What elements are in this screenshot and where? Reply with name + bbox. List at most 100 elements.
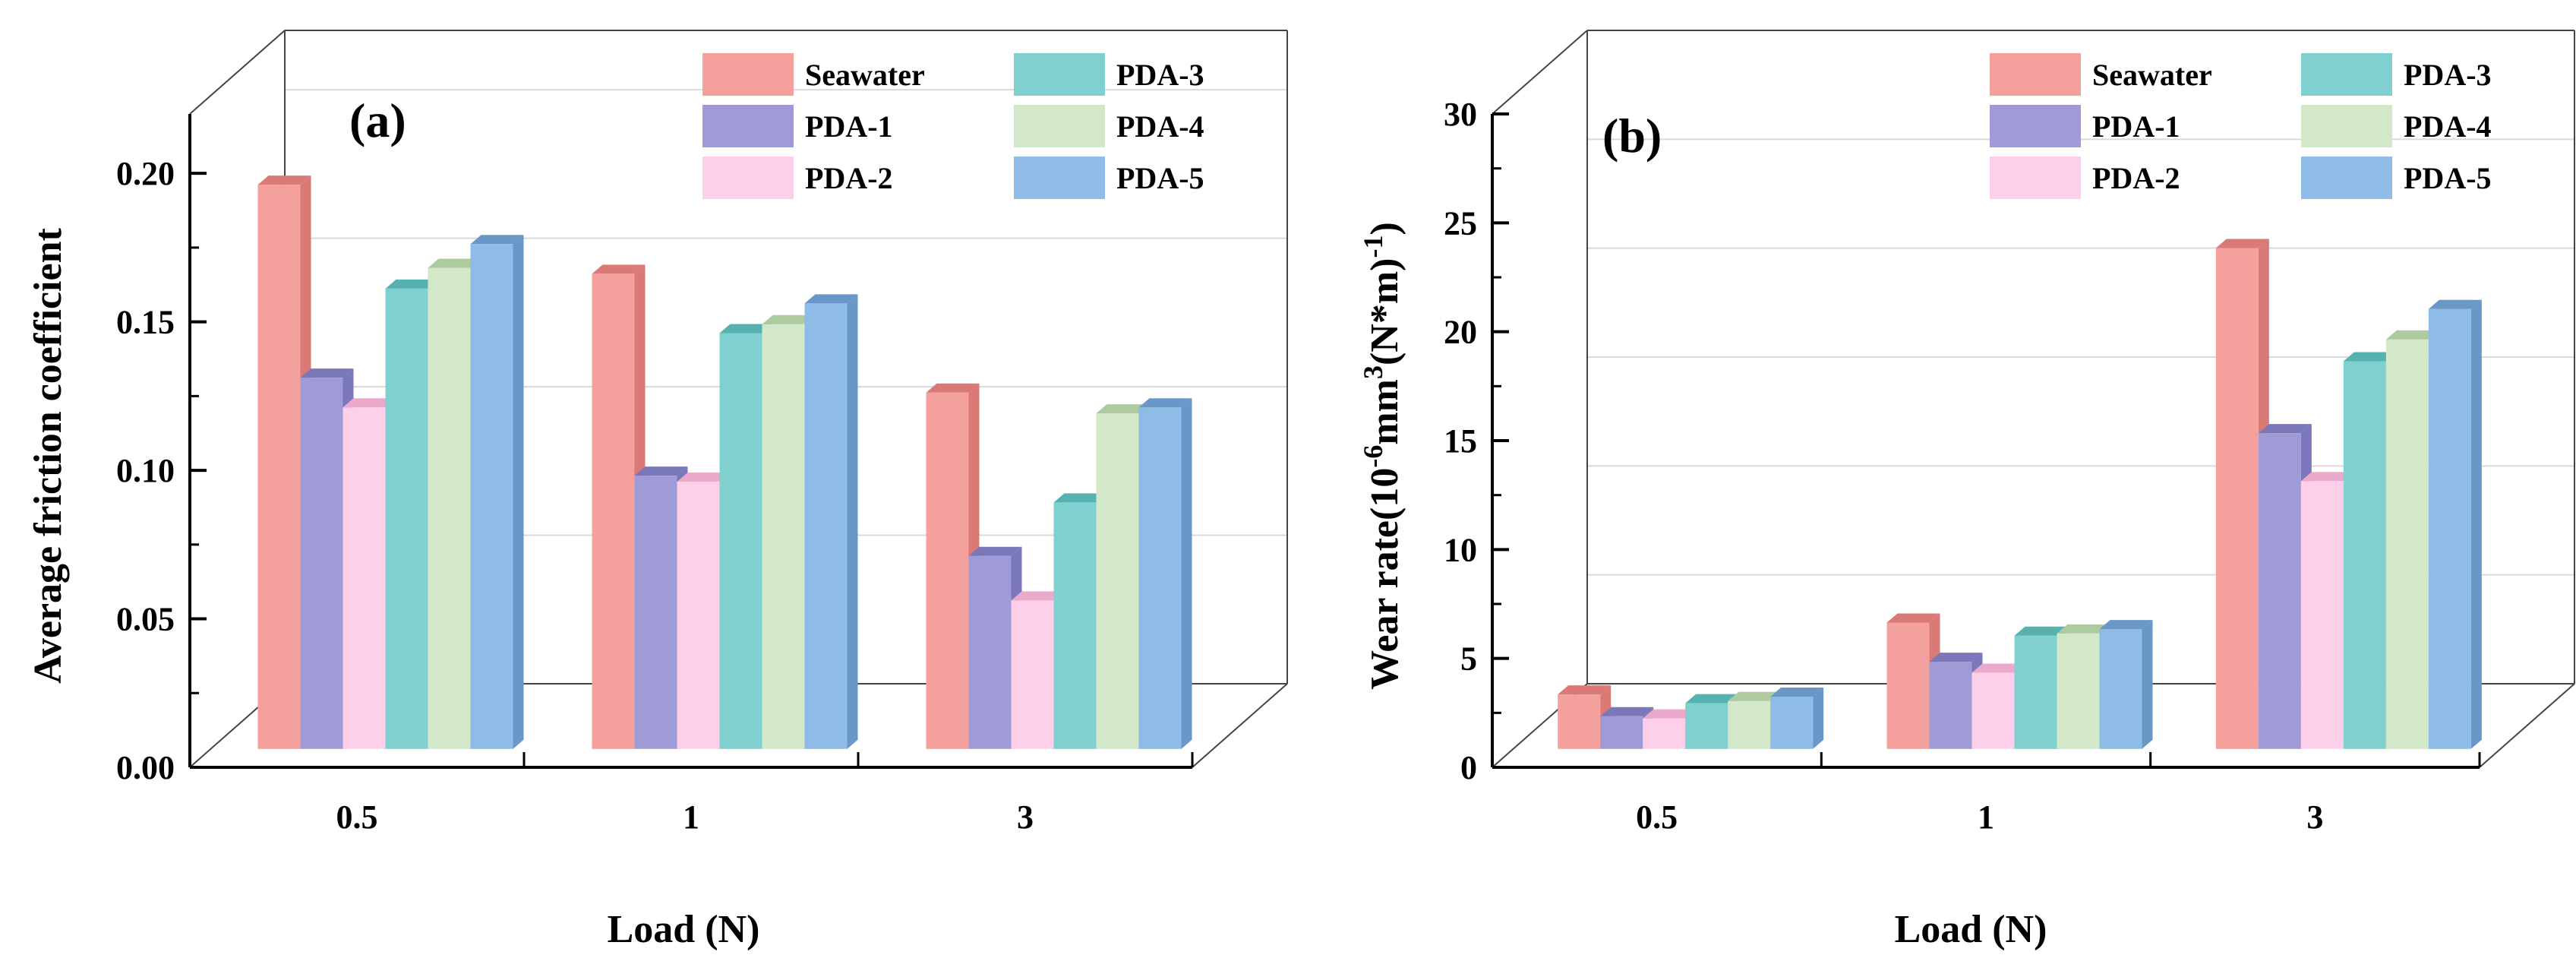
panel-a-label: (a) bbox=[349, 93, 406, 147]
bar-pda-1 bbox=[968, 555, 1012, 749]
x-tick-label: 3 bbox=[2306, 798, 2323, 836]
bar-seawater bbox=[1886, 622, 1930, 749]
depth-bottom-right bbox=[2479, 683, 2575, 768]
panel-b-x-axis-title: Load (N) bbox=[1895, 908, 2047, 951]
panel-b-y-title-sup-1: -6 bbox=[1358, 445, 1388, 468]
y-tick-label: 30 bbox=[1444, 96, 1477, 133]
bar-side-pda-5 bbox=[2470, 299, 2482, 749]
bar-pda-1 bbox=[1929, 662, 1972, 749]
y-tick-label: 20 bbox=[1444, 314, 1477, 351]
bar-top-pda-4 bbox=[1728, 691, 1782, 701]
legend-swatch-seawater bbox=[702, 53, 794, 96]
bar-top-seawater bbox=[926, 383, 980, 393]
bar-pda-1 bbox=[1600, 716, 1643, 749]
bar-top-pda-2 bbox=[343, 398, 396, 408]
x-tick-label: 3 bbox=[1017, 798, 1034, 836]
bar-top-pda-1 bbox=[300, 368, 354, 378]
legend-label: PDA-5 bbox=[1116, 161, 1204, 195]
bar-pda-4 bbox=[1728, 700, 1771, 749]
bar-pda-2 bbox=[2300, 481, 2344, 749]
bar-top-seawater bbox=[257, 175, 311, 185]
bar-pda-5 bbox=[2428, 308, 2471, 749]
y-tick-label: 0.20 bbox=[116, 155, 175, 192]
legend-label: PDA-5 bbox=[2404, 161, 2492, 195]
panel-a-y-axis-title: Average friction coefficient bbox=[27, 228, 70, 684]
depth-top-left bbox=[1492, 30, 1588, 115]
bar-top-pda-2 bbox=[677, 472, 731, 482]
bar-top-pda-1 bbox=[1929, 653, 1983, 662]
y-tick-label: 25 bbox=[1444, 204, 1477, 242]
bar-seawater bbox=[1558, 694, 1601, 749]
legend-label: PDA-4 bbox=[2404, 109, 2492, 144]
bar-pda-4 bbox=[2057, 633, 2100, 749]
bar-top-pda-4 bbox=[2385, 330, 2439, 340]
panel-a-bars bbox=[257, 175, 1192, 749]
bar-pda-3 bbox=[1053, 502, 1097, 749]
legend-label: PDA-2 bbox=[2092, 161, 2180, 195]
panel-a-x-axis-title: Load (N) bbox=[608, 908, 760, 951]
legend-label: PDA-1 bbox=[2092, 109, 2180, 144]
bar-pda-4 bbox=[762, 324, 805, 749]
bar-side-pda-5 bbox=[847, 294, 858, 749]
legend-label: PDA-2 bbox=[805, 161, 893, 195]
bar-pda-3 bbox=[1685, 703, 1728, 749]
bar-pda-3 bbox=[2014, 635, 2057, 749]
panel-b-y-title-part-2: mm bbox=[1363, 379, 1406, 445]
bar-pda-5 bbox=[1138, 407, 1182, 749]
bar-pda-2 bbox=[677, 481, 720, 749]
bar-pda-4 bbox=[428, 267, 471, 749]
bar-pda-5 bbox=[470, 244, 513, 749]
y-tick-label: 5 bbox=[1460, 640, 1477, 678]
bar-side-pda-5 bbox=[2142, 620, 2153, 749]
depth-bottom-right bbox=[1192, 683, 1288, 768]
bar-top-seawater bbox=[1886, 613, 1940, 623]
bar-top-pda-4 bbox=[1096, 404, 1150, 414]
bar-pda-1 bbox=[2258, 433, 2301, 749]
y-tick-label: 0 bbox=[1460, 749, 1477, 786]
bar-pda-5 bbox=[2099, 629, 2142, 749]
bar-top-pda-1 bbox=[634, 466, 688, 476]
bar-pda-3 bbox=[719, 333, 762, 749]
y-tick-label: 15 bbox=[1444, 422, 1477, 460]
legend-swatch-pda-1 bbox=[1990, 105, 2081, 147]
x-tick-label: 1 bbox=[683, 798, 699, 836]
legend-swatch-pda-3 bbox=[2301, 53, 2392, 96]
legend-swatch-pda-2 bbox=[702, 157, 794, 199]
x-tick-label: 0.5 bbox=[1636, 798, 1678, 836]
legend-swatch-pda-1 bbox=[702, 105, 794, 147]
legend-swatch-pda-3 bbox=[1014, 53, 1105, 96]
panel-b-legend: Seawater PDA-1 PDA-2 PDA-3 PDA-4 PDA-5 bbox=[1990, 53, 2492, 199]
bar-top-seawater bbox=[1558, 685, 1612, 695]
bar-top-pda-3 bbox=[1685, 694, 1739, 704]
bar-top-pda-3 bbox=[2014, 626, 2068, 636]
bar-pda-2 bbox=[1643, 718, 1686, 749]
bar-top-seawater bbox=[592, 264, 646, 274]
legend-swatch-pda-4 bbox=[2301, 105, 2392, 147]
bar-top-pda-2 bbox=[1643, 709, 1697, 719]
panel-a-legend: Seawater PDA-1 PDA-2 PDA-3 PDA-4 PDA-5 bbox=[702, 53, 1204, 199]
legend-swatch-pda-5 bbox=[2301, 157, 2392, 199]
legend-swatch-pda-4 bbox=[1014, 105, 1105, 147]
bar-side-pda-5 bbox=[1813, 688, 1824, 749]
y-tick-label: 0.05 bbox=[116, 601, 175, 638]
bar-top-pda-2 bbox=[2300, 472, 2354, 482]
bar-top-pda-2 bbox=[1011, 591, 1065, 601]
legend-swatch-seawater bbox=[1990, 53, 2081, 96]
bar-top-pda-1 bbox=[968, 546, 1022, 556]
panel-b-y-axis-title: Wear rate(10-6mm3(N*m)-1) bbox=[1358, 222, 1406, 690]
bar-top-pda-3 bbox=[719, 324, 773, 334]
y-tick-label: 0.15 bbox=[116, 304, 175, 341]
bar-pda-4 bbox=[1096, 413, 1139, 749]
legend-label: PDA-3 bbox=[1116, 58, 1204, 92]
bar-pda-3 bbox=[385, 288, 428, 749]
bar-side-pda-5 bbox=[1181, 398, 1192, 749]
bar-pda-5 bbox=[804, 303, 848, 749]
bar-top-pda-1 bbox=[2258, 424, 2312, 434]
panel-b-bars bbox=[1558, 239, 2482, 749]
bar-top-pda-4 bbox=[428, 258, 481, 268]
bar-top-pda-1 bbox=[1600, 707, 1654, 716]
panel-b-y-title-sup-3: -1 bbox=[1358, 236, 1388, 258]
bar-top-pda-3 bbox=[385, 279, 439, 289]
y-tick-label: 0.00 bbox=[116, 749, 175, 786]
